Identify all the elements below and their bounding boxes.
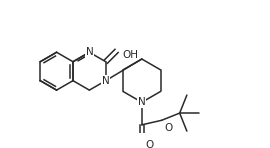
Text: N: N (102, 76, 110, 86)
Text: O: O (145, 140, 153, 148)
Text: O: O (165, 123, 173, 132)
Text: N: N (86, 47, 93, 57)
Text: OH: OH (122, 50, 138, 59)
Text: N: N (138, 97, 146, 107)
